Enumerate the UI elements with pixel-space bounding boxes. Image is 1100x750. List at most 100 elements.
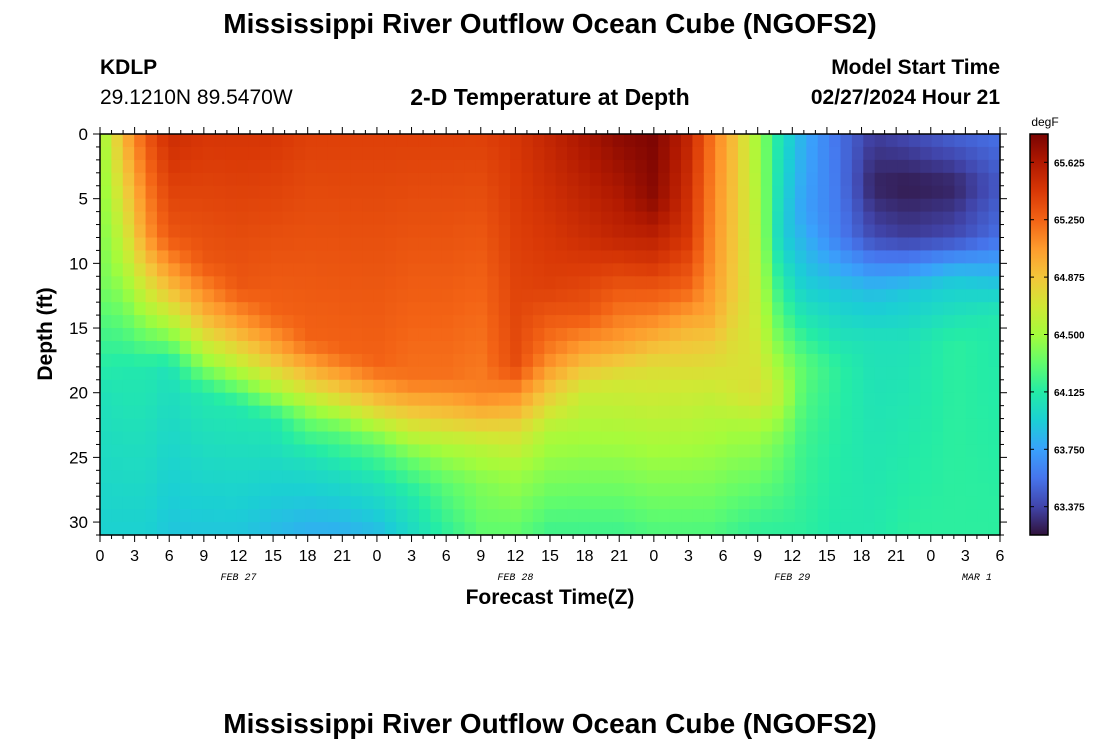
heatmap-cell	[806, 289, 819, 303]
heatmap-cell	[100, 405, 112, 420]
heatmap-cell	[567, 159, 580, 174]
heatmap-cell	[498, 328, 511, 342]
heatmap-cell	[487, 366, 500, 381]
heatmap-cell	[362, 353, 375, 368]
heatmap-cell	[236, 211, 249, 226]
heatmap-cell	[931, 237, 944, 252]
heatmap-cell	[681, 379, 693, 394]
heatmap-cell	[840, 470, 853, 484]
heatmap-cell	[202, 263, 215, 277]
heatmap-cell	[202, 250, 215, 264]
heatmap-cell	[612, 211, 625, 226]
heatmap-cell	[920, 263, 933, 277]
heatmap-cell	[156, 172, 169, 187]
heatmap-cell	[396, 263, 409, 277]
heatmap-cell	[726, 470, 739, 484]
heatmap-cell	[225, 276, 238, 290]
heatmap-cell	[829, 328, 842, 342]
heatmap-cell	[156, 496, 169, 510]
heatmap-cell	[567, 379, 580, 394]
heatmap-cell	[145, 509, 158, 523]
heatmap-cell	[270, 457, 283, 471]
heatmap-cell	[339, 522, 352, 536]
heatmap-cell	[760, 328, 773, 342]
heatmap-cell	[316, 276, 329, 290]
heatmap-cell	[772, 431, 785, 446]
heatmap-cell	[726, 509, 739, 523]
heatmap-cell	[578, 185, 591, 200]
heatmap-cell	[737, 224, 750, 239]
heatmap-cell	[555, 483, 568, 497]
heatmap-cell	[589, 146, 602, 161]
heatmap-cell	[430, 340, 443, 355]
heatmap-cell	[555, 496, 568, 510]
heatmap-cell	[555, 522, 568, 536]
heatmap-cell	[544, 431, 557, 446]
heatmap-cell	[851, 146, 864, 161]
heatmap-cell	[362, 431, 375, 446]
heatmap-cell	[806, 328, 819, 342]
heatmap-cell	[851, 496, 864, 510]
heatmap-cell	[965, 289, 978, 303]
heatmap-cell	[156, 328, 169, 342]
heatmap-cell	[293, 483, 306, 497]
heatmap-cell	[954, 418, 967, 433]
heatmap-cell	[282, 289, 295, 303]
heatmap-cell	[350, 496, 363, 510]
heatmap-cell	[202, 483, 215, 497]
heatmap-cell	[293, 185, 306, 200]
heatmap-cell	[965, 340, 978, 355]
heatmap-cell	[487, 198, 500, 213]
heatmap-cell	[658, 328, 671, 342]
heatmap-cell	[612, 289, 625, 303]
heatmap-cell	[225, 418, 238, 433]
heatmap-cell	[430, 185, 443, 200]
heatmap-cell	[498, 134, 511, 148]
heatmap-cell	[908, 211, 921, 226]
x-tick-label: 0	[926, 548, 935, 565]
heatmap-cell	[248, 353, 261, 368]
heatmap-cell	[191, 289, 204, 303]
heatmap-cell	[521, 392, 534, 407]
heatmap-cell	[327, 276, 340, 290]
heatmap-cell	[886, 315, 899, 329]
heatmap-cell	[339, 328, 352, 342]
heatmap-cell	[191, 185, 204, 200]
heatmap-cell	[453, 289, 466, 303]
heatmap-cell	[624, 470, 637, 484]
heatmap-cell	[886, 418, 899, 433]
heatmap-cell	[225, 302, 238, 316]
heatmap-cell	[145, 353, 158, 368]
heatmap-cell	[635, 224, 648, 239]
heatmap-cell	[897, 340, 910, 355]
heatmap-cell	[840, 483, 853, 497]
heatmap-cell	[293, 340, 306, 355]
heatmap-cell	[886, 172, 899, 187]
heatmap-cell	[407, 340, 420, 355]
heatmap-cell	[977, 211, 990, 226]
heatmap-cell	[988, 457, 1001, 471]
heatmap-cell	[213, 431, 226, 446]
heatmap-cell	[122, 405, 135, 420]
heatmap-cell	[749, 470, 762, 484]
heatmap-cell	[100, 224, 112, 239]
heatmap-cell	[829, 483, 842, 497]
heatmap-cell	[988, 289, 1001, 303]
heatmap-cell	[851, 483, 864, 497]
heatmap-cell	[624, 211, 637, 226]
heatmap-cell	[191, 509, 204, 523]
heatmap-cell	[703, 289, 716, 303]
heatmap-cell	[646, 431, 659, 446]
heatmap-cell	[874, 263, 887, 277]
heatmap-cell	[601, 185, 614, 200]
heatmap-cell	[931, 405, 944, 420]
heatmap-cell	[772, 366, 785, 381]
heatmap-cell	[521, 470, 534, 484]
heatmap-cell	[213, 379, 226, 394]
heatmap-cell	[749, 392, 762, 407]
heatmap-cell	[692, 340, 705, 355]
heatmap-cell	[749, 159, 762, 174]
heatmap-cell	[498, 276, 511, 290]
heatmap-cell	[168, 263, 181, 277]
heatmap-cell	[863, 483, 876, 497]
